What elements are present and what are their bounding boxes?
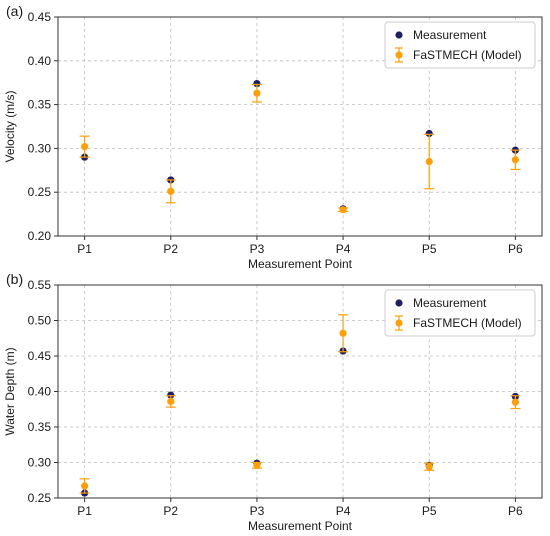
- legend-box: [384, 21, 536, 69]
- y-axis-label: Water Depth (m): [3, 347, 17, 435]
- model-point: [167, 187, 175, 195]
- panel-label: (a): [6, 3, 23, 19]
- chart-panel-a: 0.20 0.25 0.30 0.35 0.40 0.45 P1 P2 P3 P4 P5 P6 Meas…: [3, 3, 543, 271]
- x-tick-label: P5: [422, 242, 437, 256]
- legend-marker-measurement: [395, 31, 403, 39]
- legend-marker-measurement: [395, 299, 403, 307]
- legend-box: [384, 289, 536, 337]
- model-point: [81, 482, 89, 490]
- legend: Measurement FaSTMECH (Model): [384, 21, 536, 69]
- y-tick-label: 0.50: [28, 314, 52, 328]
- legend-label-model: FaSTMECH (Model): [413, 48, 522, 62]
- model-point: [253, 89, 261, 97]
- chart-panel-b: 0.25 0.30 0.35 0.40 0.45 0.50 0.55 P1 P2 P3 P4 P5 P6…: [3, 271, 543, 533]
- x-tick-label: P5: [422, 504, 437, 518]
- y-tick-label: 0.40: [28, 385, 52, 399]
- x-axis-label: Measurement Point: [248, 519, 353, 533]
- y-tick-label: 0.45: [28, 10, 52, 24]
- legend-label-measurement: Measurement: [413, 28, 487, 42]
- x-tick-label: P3: [250, 504, 265, 518]
- measurement-point: [167, 391, 175, 399]
- model-point: [81, 143, 89, 151]
- y-tick-label: 0.30: [28, 456, 52, 470]
- model-point: [339, 206, 347, 214]
- legend: Measurement FaSTMECH (Model): [384, 289, 536, 337]
- x-tick-label: P6: [508, 242, 523, 256]
- legend-marker-model: [395, 51, 403, 59]
- plot-frame: [57, 16, 543, 237]
- x-tick-label: P6: [508, 504, 523, 518]
- y-tick-label: 0.20: [28, 229, 52, 243]
- x-tick-label: P4: [336, 242, 351, 256]
- measurement-point: [253, 79, 261, 88]
- x-tick-label: P1: [77, 504, 92, 518]
- model-point: [425, 463, 433, 471]
- plot-frame: [57, 284, 543, 499]
- x-tick-label: P2: [163, 504, 178, 518]
- legend-label-model: FaSTMECH (Model): [413, 316, 522, 330]
- x-tick-label: P1: [77, 242, 92, 256]
- measurement-point: [425, 129, 433, 138]
- x-axis-label: Measurement Point: [248, 257, 353, 271]
- model-point: [511, 398, 519, 406]
- model-point: [511, 156, 519, 164]
- y-tick-label: 0.40: [28, 54, 52, 68]
- legend-marker-model: [395, 319, 403, 327]
- y-tick-label: 0.25: [28, 491, 52, 505]
- y-tick-label: 0.45: [28, 349, 52, 363]
- y-tick-label: 0.35: [28, 98, 52, 112]
- model-point: [253, 461, 261, 469]
- x-tick-label: P3: [250, 242, 265, 256]
- y-axis-label: Velocity (m/s): [3, 90, 17, 162]
- y-tick-label: 0.30: [28, 141, 52, 155]
- y-tick-label: 0.55: [28, 278, 52, 292]
- model-point: [339, 329, 347, 337]
- model-point: [167, 397, 175, 406]
- legend-label-measurement: Measurement: [413, 296, 487, 310]
- y-tick-label: 0.35: [28, 420, 52, 434]
- x-tick-label: P2: [163, 242, 178, 256]
- y-tick-label: 0.25: [28, 185, 52, 199]
- panel-label: (b): [6, 271, 23, 287]
- model-point: [425, 157, 433, 166]
- x-tick-label: P4: [336, 504, 351, 518]
